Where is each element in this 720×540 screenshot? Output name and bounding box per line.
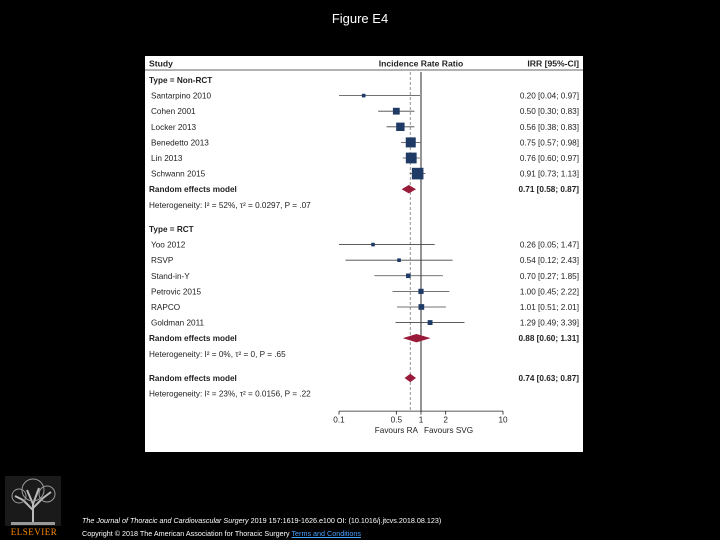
terms-link[interactable]: Terms and Conditions (291, 529, 361, 538)
heterogeneity-text: Heterogeneity: I² = 23%, τ² = 0.0156, P … (149, 390, 311, 399)
study-ci-text: 1.01 [0.51; 2.01] (520, 303, 579, 312)
study-ci-text: 0.50 [0.30; 0.83] (520, 107, 579, 116)
pooled-diamond (402, 333, 431, 343)
study-label: Locker 2013 (151, 123, 197, 132)
study-ci-text: 0.26 [0.05; 1.47] (520, 241, 579, 250)
study-square (405, 137, 416, 148)
x-tick-label: 0.5 (391, 416, 403, 425)
pooled-ci-text: 0.88 [0.60; 1.31] (518, 334, 579, 343)
journal-name: The Journal of Thoracic and Cardiovascul… (82, 516, 249, 525)
forest-plot: Study Incidence Rate Ratio IRR [95%-CI] Typ… (145, 59, 583, 435)
study-ci-text: 1.29 [0.49; 3.39] (520, 319, 579, 328)
x-tick-label: 2 (443, 416, 448, 425)
citation-line: The Journal of Thoracic and Cardiovascul… (82, 516, 441, 525)
study-square (418, 304, 425, 310)
study-ci-text: 0.56 [0.38; 0.83] (520, 123, 579, 132)
heterogeneity-text: Heterogeneity: I² = 52%, τ² = 0.0297, P … (149, 201, 311, 210)
study-square (418, 288, 424, 294)
study-label: Lin 2013 (151, 154, 183, 163)
study-ci-text: 0.54 [0.12; 2.43] (520, 256, 579, 265)
favours-left-label: Favours RA (375, 426, 419, 435)
study-label: Cohen 2001 (151, 107, 196, 116)
copyright-line: Copyright © 2018 The American Associatio… (82, 529, 361, 538)
study-square (411, 167, 424, 180)
study-label: RSVP (151, 256, 174, 265)
figure-title: Figure E4 (331, 11, 389, 26)
copyright-text: Copyright © 2018 The American Associatio… (82, 529, 290, 538)
study-square (361, 93, 366, 98)
study-ci-text: 1.00 [0.45; 2.22] (520, 287, 579, 296)
citation-details: 2019 157:1619-1626.e100 OI: (10.1016/j.j… (250, 516, 442, 525)
study-square (405, 152, 417, 164)
pooled-label: Random effects model (149, 334, 237, 343)
study-square (427, 320, 433, 326)
study-square (392, 107, 400, 115)
study-label: Schwann 2015 (151, 170, 206, 179)
x-tick-label: 10 (498, 416, 508, 425)
elsevier-logo-text: ELSEVIER (10, 527, 58, 537)
pooled-ci-text: 0.71 [0.58; 0.87] (518, 185, 579, 194)
study-square (406, 273, 411, 279)
elsevier-tree-icon (5, 476, 61, 526)
pooled-diamond (401, 185, 417, 194)
study-ci-text: 0.70 [0.27; 1.85] (520, 272, 579, 281)
study-square (396, 122, 405, 131)
study-ci-text: 0.76 [0.60; 0.97] (520, 154, 579, 163)
study-ci-text: 0.75 [0.57; 0.98] (520, 138, 579, 147)
study-label: Petrovic 2015 (151, 287, 202, 296)
study-square (397, 258, 401, 262)
study-label: Yoo 2012 (151, 241, 186, 250)
x-tick-label: 1 (419, 416, 424, 425)
study-ci-text: 0.91 [0.73; 1.13] (520, 170, 579, 179)
study-ci-text: 0.20 [0.04; 0.97] (520, 92, 579, 101)
forest-plot-panel: Study Incidence Rate Ratio IRR [95%-CI] Typ… (145, 56, 583, 452)
pooled-ci-text: 0.74 [0.63; 0.87] (518, 374, 579, 383)
favours-right-label: Favours SVG (424, 426, 473, 435)
heterogeneity-text: Heterogeneity: I² = 0%, τ² = 0, P = .65 (149, 350, 286, 359)
study-square (371, 242, 375, 247)
header-effect: Incidence Rate Ratio (379, 59, 464, 69)
subgroup-label: Type = RCT (149, 225, 194, 234)
x-tick-label: 0.1 (333, 416, 345, 425)
header-ci: IRR [95%-CI] (527, 59, 579, 69)
study-label: RAPCO (151, 303, 180, 312)
study-label: Santarpino 2010 (151, 92, 212, 101)
subgroup-label: Type = Non-RCT (149, 76, 212, 85)
pooled-diamond (404, 373, 417, 383)
study-label: Benedetto 2013 (151, 138, 209, 147)
study-label: Stand-in-Y (151, 272, 190, 281)
pooled-label: Random effects model (149, 185, 237, 194)
header-study: Study (149, 59, 173, 69)
pooled-label: Random effects model (149, 374, 237, 383)
study-label: Goldman 2011 (151, 319, 205, 328)
